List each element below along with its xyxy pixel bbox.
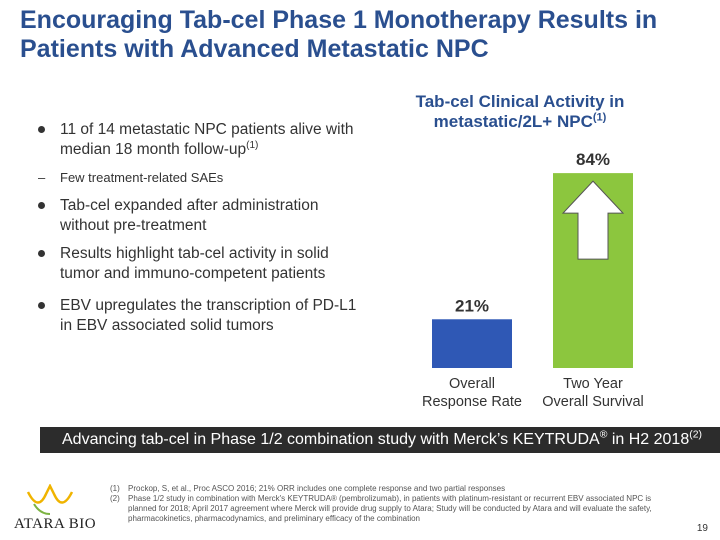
sub-bullet-item: – Few treatment-related SAEs	[38, 170, 224, 185]
bullet-item: Results highlight tab-cel activity in so…	[38, 244, 368, 284]
category-label: Response Rate	[422, 394, 522, 410]
footnote: (1) Prockop, S, et al., Proc ASCO 2016; 2…	[110, 484, 506, 493]
data-label: 21%	[455, 296, 489, 315]
footnotes: (1) Prockop, S, et al., Proc ASCO 2016; 2…	[110, 484, 680, 524]
category-label: Overall Survival	[542, 394, 644, 410]
bullet-dot-icon	[38, 126, 45, 133]
chart-title: Tab-cel Clinical Activity in metastatic/…	[415, 92, 625, 131]
footnote: (2) Phase 1/2 study in combination with M…	[110, 494, 652, 523]
bullet-dot-icon	[38, 250, 45, 257]
bullet-dot-icon	[38, 202, 45, 209]
data-label: 84%	[576, 150, 610, 169]
bullet-item: 11 of 14 metastatic NPC patients alive w…	[38, 120, 368, 160]
slide-title: Encouraging Tab-cel Phase 1 Monotherapy …	[20, 6, 658, 63]
page-number: 19	[696, 523, 708, 534]
logo-text: ATARA BIO	[14, 516, 97, 532]
category-label: Two Year	[563, 376, 623, 392]
bullet-dot-icon	[38, 302, 45, 309]
up-arrow-icon	[561, 180, 625, 260]
bar	[432, 319, 512, 368]
category-label: Overall	[449, 376, 495, 392]
bullet-item: Tab-cel expanded after administration wi…	[38, 196, 368, 236]
callout-banner: Advancing tab-cel in Phase 1/2 combinati…	[40, 427, 720, 453]
bullet-item: EBV upregulates the transcription of PD-…	[38, 296, 368, 336]
bar-chart: 21% Overall Response Rate 84% Two Year Overal…	[422, 150, 644, 410]
bullet-list: 11 of 14 metastatic NPC patients alive w…	[38, 120, 368, 344]
atara-logo-icon	[26, 484, 74, 515]
